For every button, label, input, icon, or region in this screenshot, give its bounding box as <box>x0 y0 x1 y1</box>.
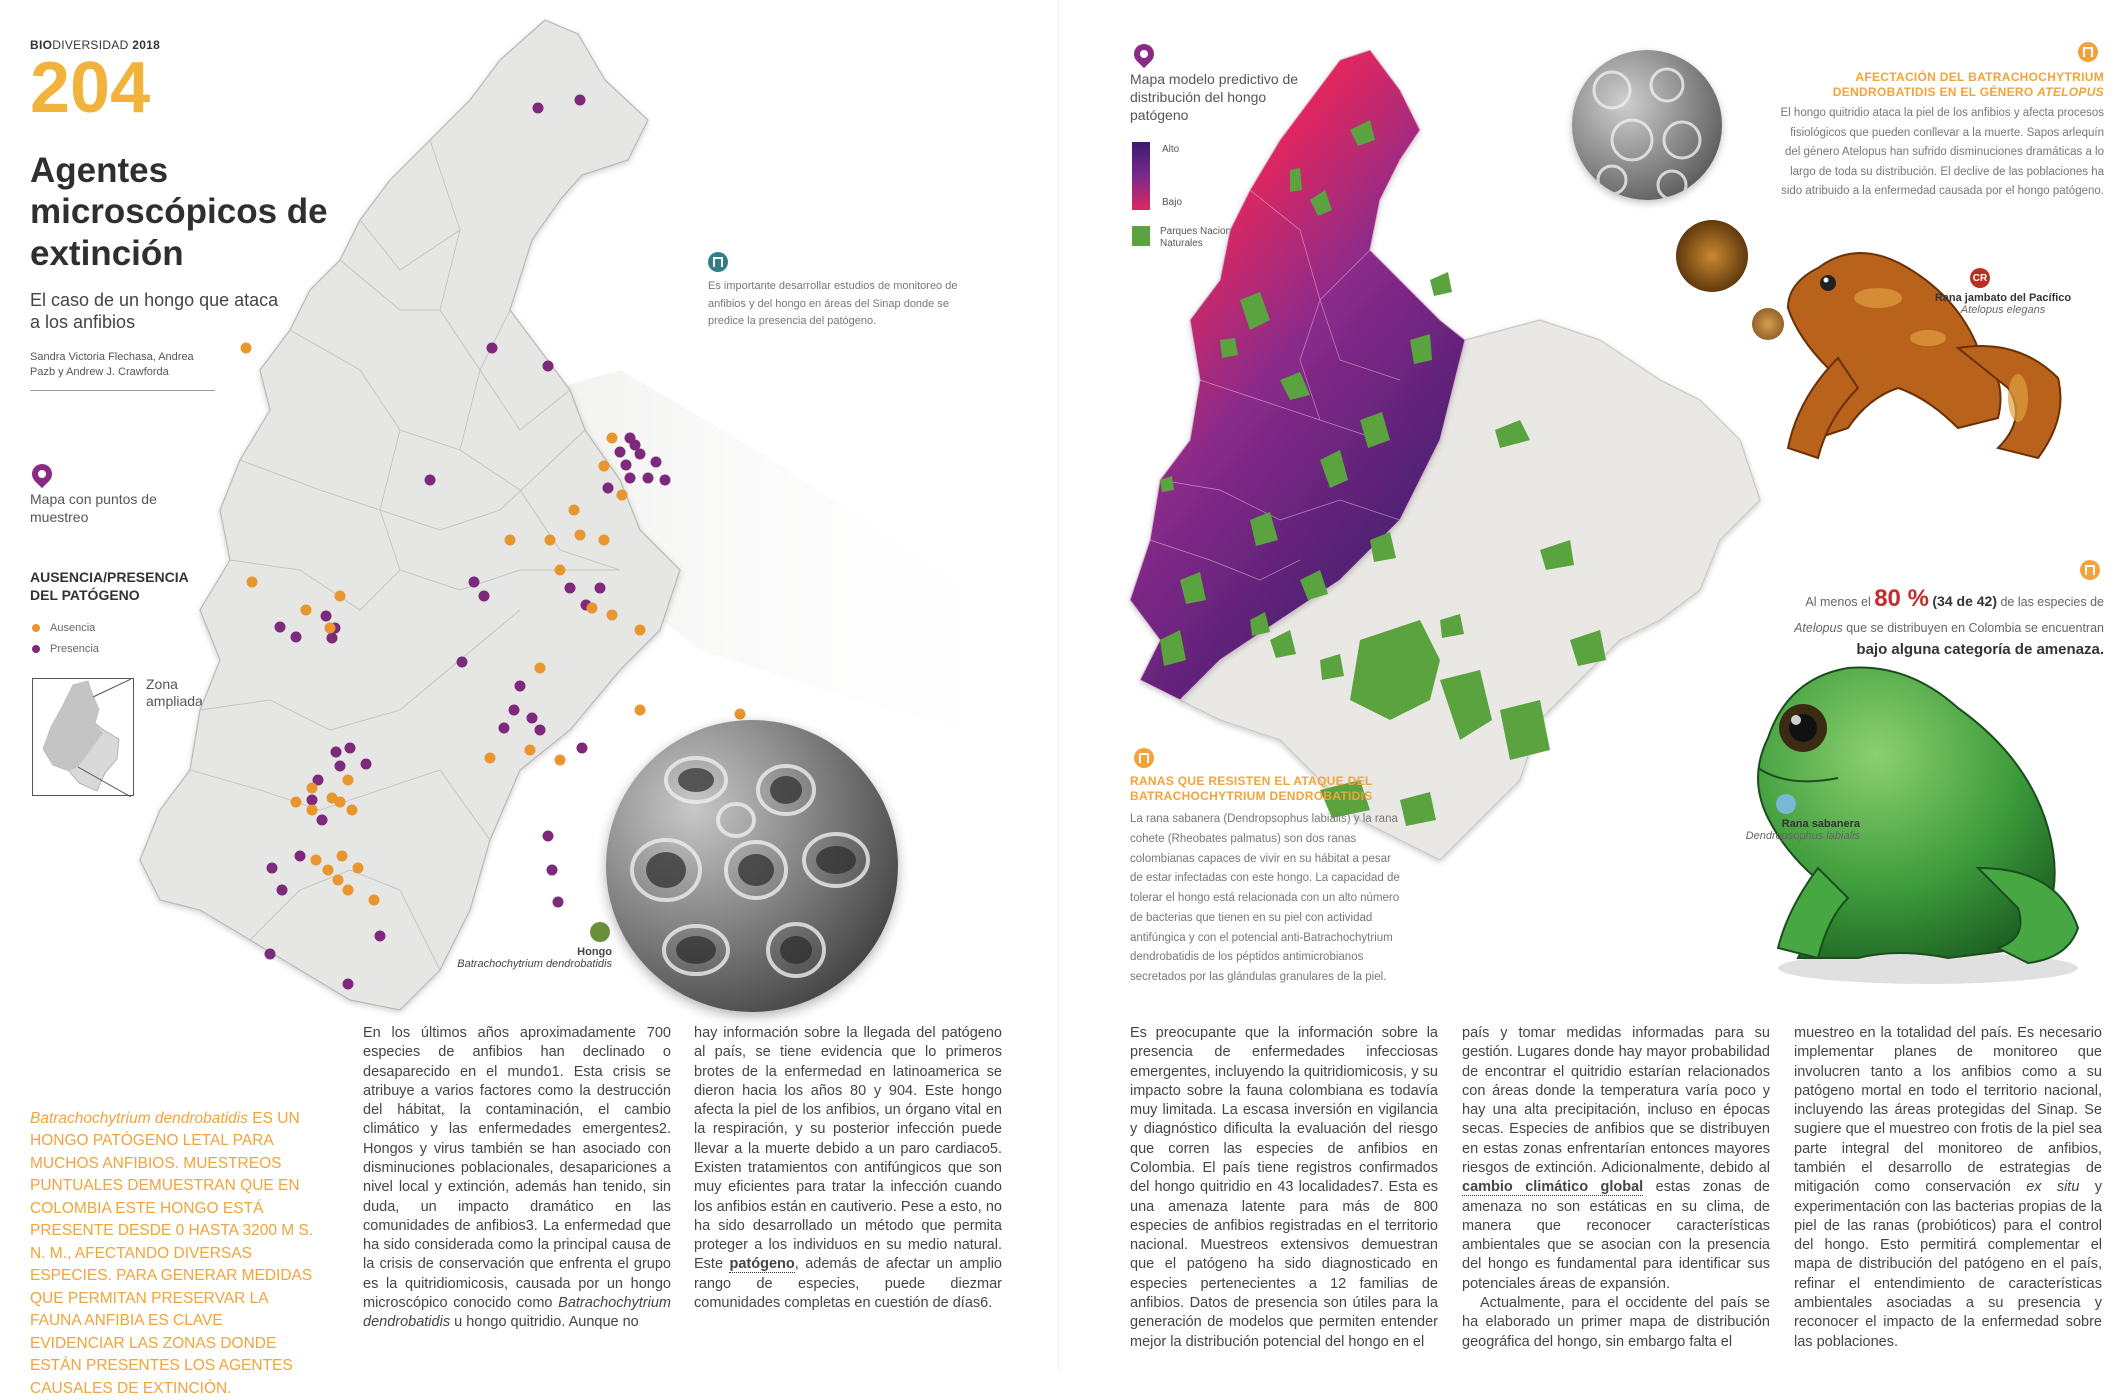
predictive-distribution-map <box>1129 49 1761 861</box>
body-column-1: En los últimos años aproximadamente 700 … <box>363 1025 671 1331</box>
article-number: 204 <box>30 48 151 128</box>
legend-presencia: Presencia <box>32 643 99 655</box>
pull-quote: Batrachochytrium dendrobatidis es un hon… <box>30 1110 314 1397</box>
atelopus-text: El hongo quitridio ataca la piel de los … <box>1780 107 2104 198</box>
body-column-4: país y tomar medidas informadas para su … <box>1462 1025 1770 1350</box>
sampling-points-map <box>139 19 1040 1011</box>
fungus-label: Hongo Batrachochytrium dendrobatidis <box>457 946 612 970</box>
page-spine <box>1058 0 1060 1372</box>
microbe-icon <box>590 922 610 942</box>
body-column-3: Es preocupante que la información sobre … <box>1130 1025 1438 1350</box>
legend-ausencia: Ausencia <box>32 622 95 634</box>
sampling-map-label: Mapa con puntos de muestreo <box>30 491 157 526</box>
skin-texture-image <box>1676 220 1748 292</box>
inset-label: Zona ampliada <box>146 676 203 709</box>
article-title: Agentes microscópicos de extinción <box>30 151 328 273</box>
atelopus-heading: Afectación del Batrachochytrium dendroba… <box>1832 70 2104 99</box>
fungus-texture-icon <box>630 756 870 978</box>
colombia-inset-icon <box>42 678 132 798</box>
presence-points <box>264 94 671 990</box>
national-parks <box>1160 120 1606 826</box>
inset-map <box>32 678 134 798</box>
fungus-texture-icon <box>1592 67 1702 200</box>
absence-dot-icon <box>32 624 40 633</box>
bookmark-icon <box>2078 42 2098 62</box>
lc-status-badge <box>1776 794 1796 814</box>
absence-points <box>240 342 746 906</box>
body-column-5: muestreo en la totalidad del país. Es ne… <box>1794 1025 2102 1350</box>
bookmark-icon <box>1134 748 1154 768</box>
resistant-frogs-text: La rana sabanera (Dendropsophus labialis… <box>1130 813 1400 984</box>
article-subtitle: El caso de un hongo que ataca a los anfi… <box>30 290 279 332</box>
monitoring-note: Es importante desarrollar estudios de mo… <box>708 280 958 328</box>
bookmark-icon <box>2080 560 2100 580</box>
fungus-closeup-micrograph <box>1572 50 1722 200</box>
page-header: BIODIVERSIDAD 2018 <box>30 38 161 52</box>
skin-detail-image <box>1752 308 1784 340</box>
fungus-micrograph <box>606 720 898 1012</box>
atelopus-caption: Rana jambato del Pacífico Atelopus elegan… <box>1934 292 2072 316</box>
atelopus-frog-illustration <box>1786 252 2062 460</box>
map-pin-icon <box>27 459 57 489</box>
green-frog-caption: Rana sabanera Dendropsophus labialis <box>1745 818 1860 842</box>
body-column-2: hay información sobre la llegada del pat… <box>694 1025 1002 1311</box>
bookmark-icon <box>708 252 728 272</box>
atelopus-threat-stat: Al menos el 80 % (34 de 42) de las espec… <box>1794 585 2104 659</box>
scale-high-label: Alto <box>1162 144 1180 155</box>
parks-swatch <box>1132 226 1150 246</box>
presence-dot-icon <box>32 645 40 654</box>
green-frog-illustration <box>1757 666 2080 984</box>
legend-title: AUSENCIA/PRESENCIA DEL PATÓGENO <box>30 569 189 604</box>
scale-low-label: Bajo <box>1162 197 1183 208</box>
probability-scale-bar <box>1132 142 1150 210</box>
authors: Sandra Victoria Flechasa, Andrea Pazb y … <box>30 350 215 391</box>
cr-status-badge: CR <box>1970 268 1990 288</box>
parks-label: Parques Nacionales Naturales <box>1160 226 1250 249</box>
predictive-map-label: Mapa modelo predictivo de distribución d… <box>1130 71 1299 124</box>
